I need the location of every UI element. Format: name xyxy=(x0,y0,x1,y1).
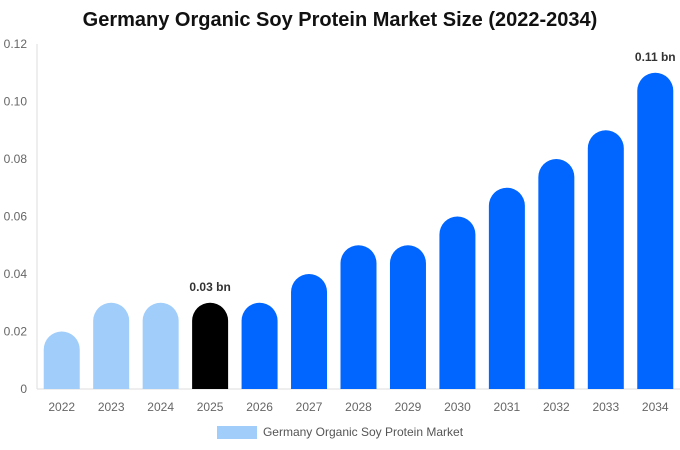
bar-2022 xyxy=(43,331,80,389)
x-tick-label: 2028 xyxy=(345,400,372,414)
data-labels: 0.03 bn 0.11 bn xyxy=(189,50,675,294)
x-tick-label: 2024 xyxy=(147,400,174,414)
x-tick-label: 2032 xyxy=(543,400,570,414)
x-tick-label: 2025 xyxy=(197,400,224,414)
y-tick-label: 0.12 xyxy=(4,37,28,51)
bar-2026 xyxy=(241,302,278,389)
x-tick-label: 2027 xyxy=(296,400,323,414)
bar-2025 xyxy=(192,302,229,389)
y-tick-label: 0 xyxy=(20,382,27,396)
y-tick-label: 0.04 xyxy=(4,267,28,281)
legend-label: Germany Organic Soy Protein Market xyxy=(262,425,464,439)
bar-2024 xyxy=(142,302,179,389)
legend: Germany Organic Soy Protein Market xyxy=(0,425,680,439)
bar-2029 xyxy=(389,245,426,389)
x-tick-label: 2022 xyxy=(48,400,75,414)
x-tick-label: 2030 xyxy=(444,400,471,414)
y-tick-label: 0.10 xyxy=(4,95,28,109)
bar-2034 xyxy=(637,72,674,389)
x-tick-label: 2026 xyxy=(246,400,273,414)
x-tick-label: 2034 xyxy=(642,400,669,414)
bar-2028 xyxy=(340,245,377,389)
x-tick-label: 2029 xyxy=(395,400,422,414)
y-tick-label: 0.06 xyxy=(4,210,28,224)
data-label-2034: 0.11 bn xyxy=(635,50,676,64)
legend-swatch xyxy=(216,425,257,439)
y-tick-label: 0.08 xyxy=(4,152,28,166)
y-tick-label: 0.02 xyxy=(4,325,28,339)
bar-2033 xyxy=(587,130,624,390)
x-tick-label: 2023 xyxy=(98,400,125,414)
chart-title: Germany Organic Soy Protein Market Size … xyxy=(82,9,598,31)
bar-2032 xyxy=(538,159,575,389)
axes: 0 0.02 0.04 0.06 0.08 0.10 0.12 2022 2023 2024 202… xyxy=(4,37,680,414)
bar-2031 xyxy=(488,187,525,389)
bar-2030 xyxy=(439,216,476,389)
x-tick-label: 2033 xyxy=(592,400,619,414)
bar-2027 xyxy=(291,274,328,389)
bar-2023 xyxy=(93,302,130,389)
x-tick-label: 2031 xyxy=(494,400,521,414)
bars xyxy=(43,72,674,390)
data-label-2025: 0.03 bn xyxy=(189,280,230,294)
